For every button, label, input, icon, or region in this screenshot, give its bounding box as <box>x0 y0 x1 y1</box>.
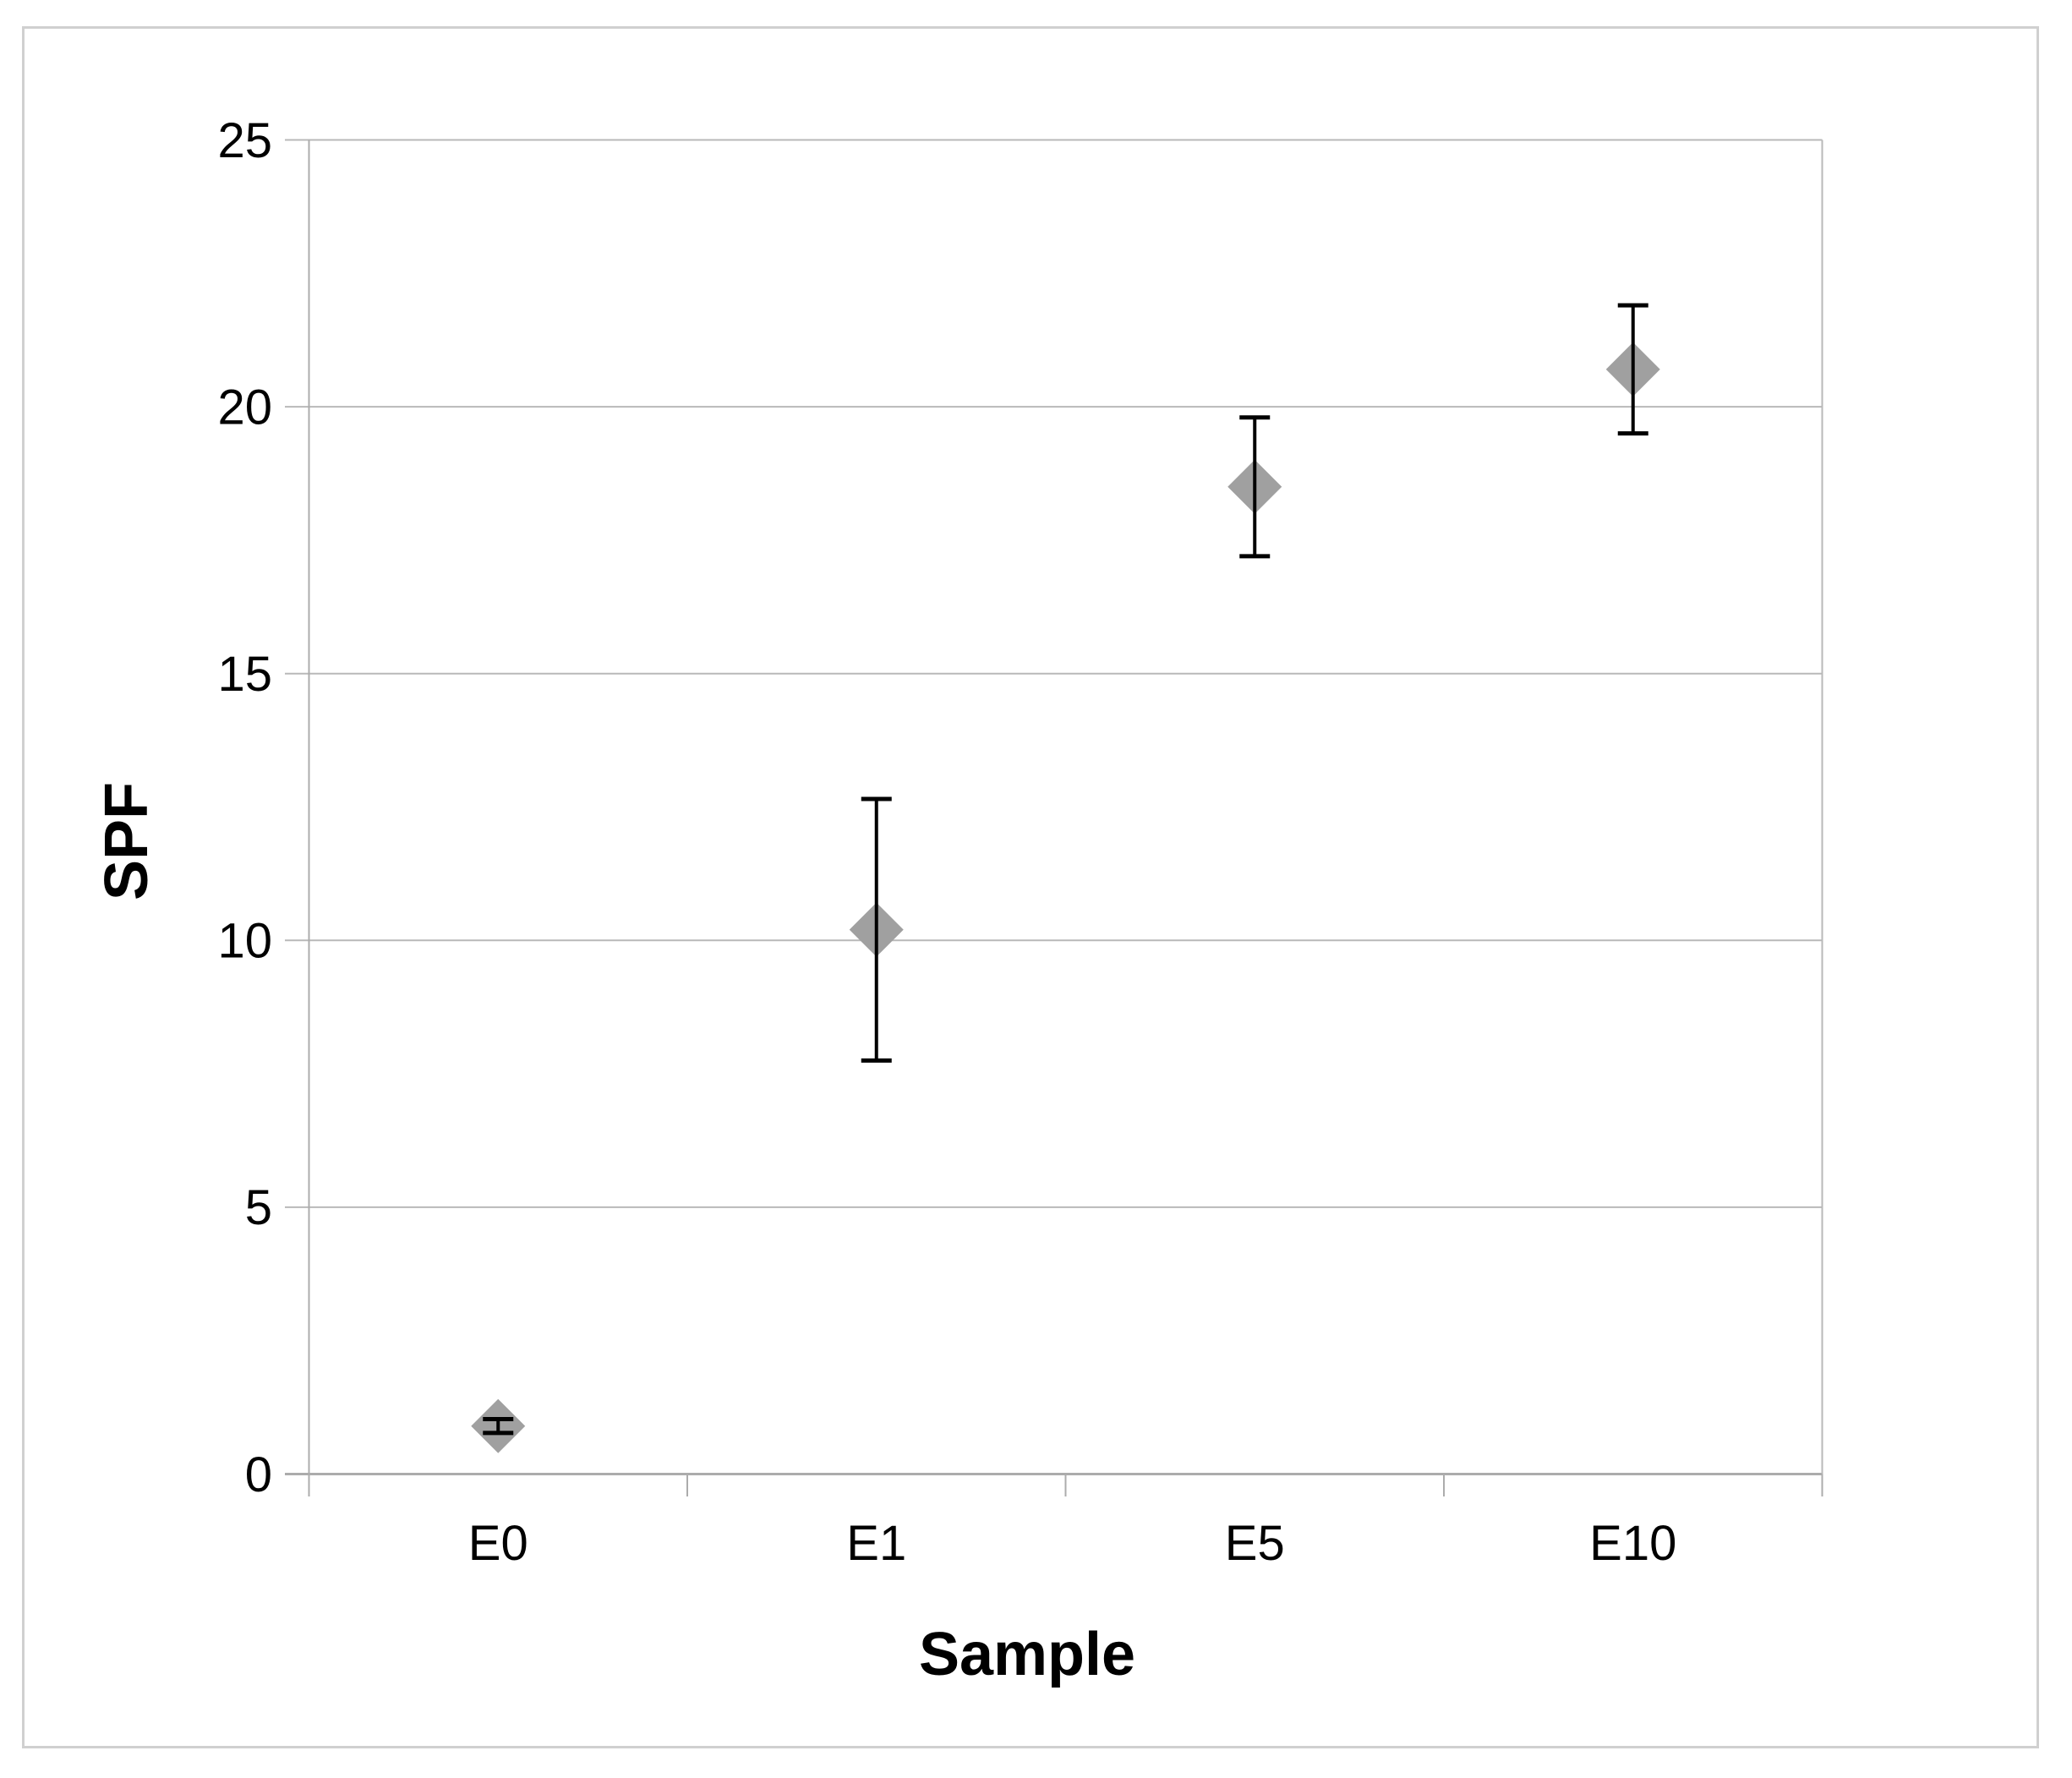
y-tick-label: 10 <box>217 914 272 969</box>
y-tick-label: 15 <box>217 647 272 702</box>
page-border <box>22 26 2039 1748</box>
x-category-label: E0 <box>468 1516 528 1571</box>
y-tick-label: 5 <box>245 1180 272 1235</box>
x-axis-title: Sample <box>918 1621 1136 1688</box>
x-category-label: E1 <box>846 1516 906 1571</box>
y-tick-label: 25 <box>217 113 272 168</box>
x-category-label: E10 <box>1589 1516 1676 1571</box>
y-tick-label: 0 <box>245 1447 272 1502</box>
y-axis-title: SPF <box>93 781 161 901</box>
y-tick-label: 20 <box>217 380 272 435</box>
x-category-label: E5 <box>1225 1516 1285 1571</box>
